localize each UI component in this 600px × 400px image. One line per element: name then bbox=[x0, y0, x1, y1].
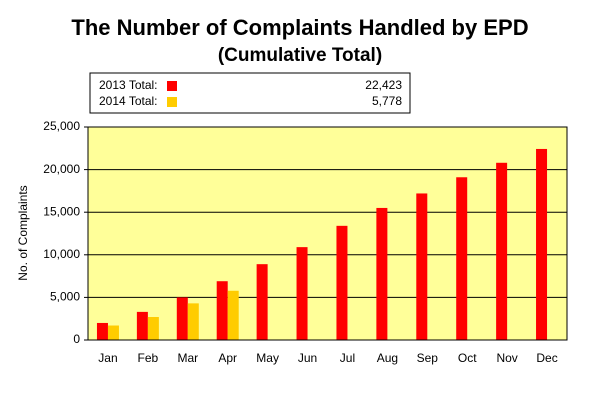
legend-label: 2013 Total: bbox=[99, 78, 158, 92]
x-tick-label: Dec bbox=[536, 351, 557, 365]
legend-label: 2014 Total: bbox=[99, 94, 158, 108]
bar bbox=[336, 225, 348, 340]
bar bbox=[456, 177, 468, 340]
chart-subtitle: (Cumulative Total) bbox=[218, 45, 382, 66]
chart-title: The Number of Complaints Handled by EPD bbox=[71, 15, 528, 40]
x-tick-label: May bbox=[256, 351, 279, 365]
bar bbox=[256, 264, 268, 340]
bar bbox=[416, 193, 428, 340]
bar bbox=[376, 207, 388, 340]
bar bbox=[107, 325, 119, 340]
bar bbox=[187, 303, 199, 340]
x-tick-label: Aug bbox=[377, 351, 398, 365]
x-tick-label: Apr bbox=[218, 351, 237, 365]
bar bbox=[136, 311, 148, 340]
x-tick-label: Oct bbox=[458, 351, 477, 365]
y-tick-label: 5,000 bbox=[50, 290, 80, 304]
legend-swatch bbox=[167, 81, 177, 91]
x-tick-label: Feb bbox=[138, 351, 159, 365]
bar bbox=[296, 247, 308, 340]
y-tick-label: 10,000 bbox=[43, 247, 80, 261]
y-axis-label: No. of Complaints bbox=[16, 185, 30, 280]
x-tick-label: Jul bbox=[340, 351, 355, 365]
x-tick-label: Jun bbox=[298, 351, 317, 365]
y-tick-label: 15,000 bbox=[43, 204, 80, 218]
y-tick-label: 20,000 bbox=[43, 162, 80, 176]
y-tick-label: 0 bbox=[73, 332, 80, 346]
bar bbox=[536, 148, 548, 340]
bar bbox=[147, 316, 159, 340]
legend-value: 22,423 bbox=[365, 78, 402, 92]
x-tick-label: Sep bbox=[417, 351, 439, 365]
bar bbox=[176, 297, 188, 340]
legend-box bbox=[89, 72, 411, 114]
legend-swatch bbox=[167, 97, 177, 107]
bar bbox=[496, 162, 508, 340]
bar bbox=[96, 322, 108, 340]
bar bbox=[216, 281, 228, 340]
x-tick-label: Nov bbox=[496, 351, 517, 365]
x-tick-label: Mar bbox=[177, 351, 198, 365]
bar bbox=[227, 290, 239, 340]
x-tick-label: Jan bbox=[98, 351, 117, 365]
legend-value: 5,778 bbox=[372, 94, 402, 108]
plot-area bbox=[87, 126, 568, 341]
y-tick-label: 25,000 bbox=[43, 119, 80, 133]
